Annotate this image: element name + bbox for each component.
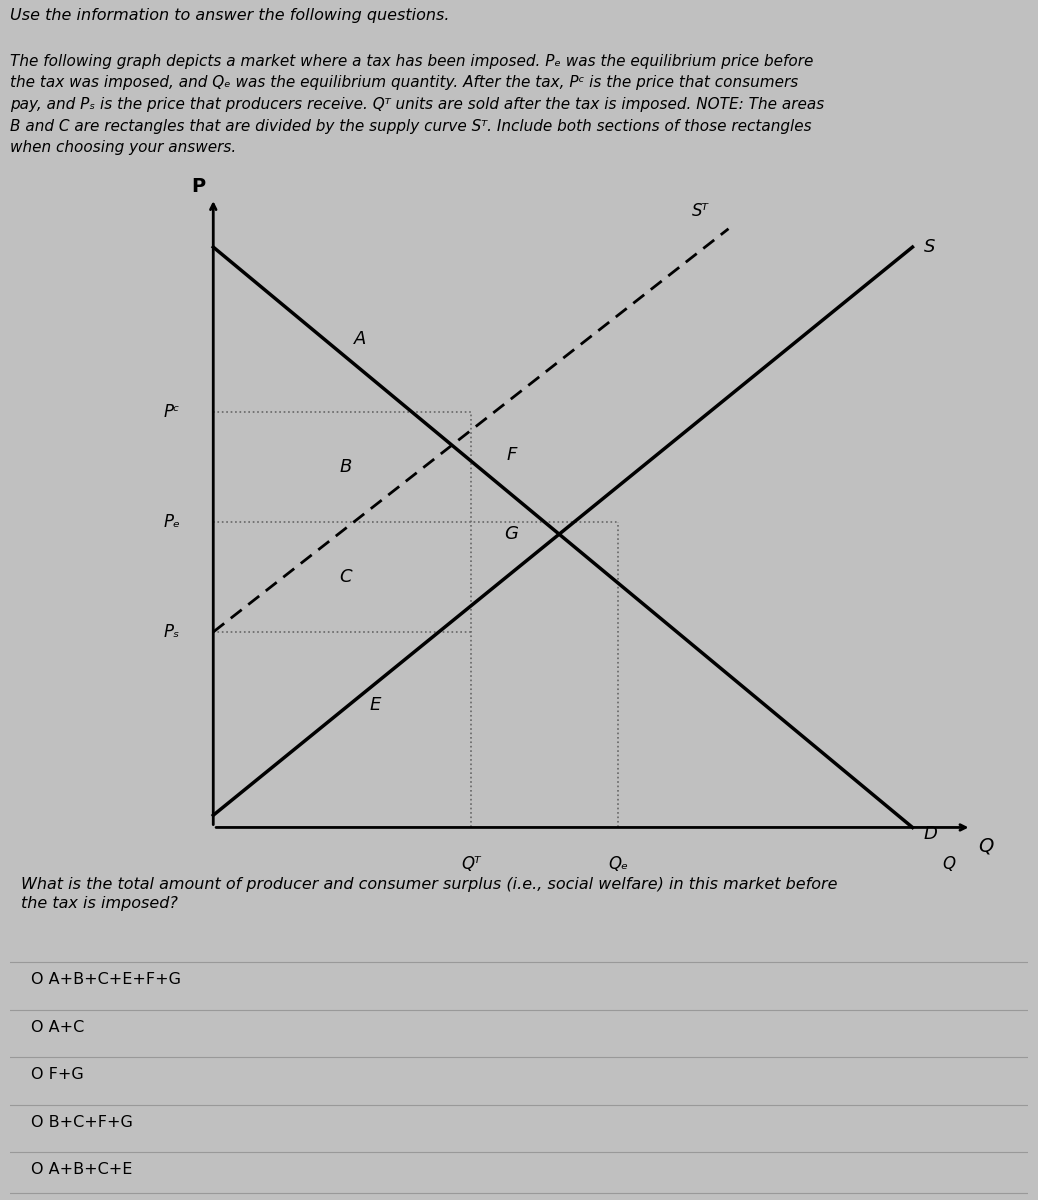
Text: The following graph depicts a market where a tax has been imposed. Pₑ was the eq: The following graph depicts a market whe… xyxy=(10,54,824,155)
Text: F: F xyxy=(507,446,517,464)
Text: E: E xyxy=(370,696,381,714)
Text: S: S xyxy=(924,238,935,256)
Text: Q: Q xyxy=(979,836,993,856)
Text: O A+C: O A+C xyxy=(31,1020,84,1034)
Text: Qᵀ: Qᵀ xyxy=(461,854,481,872)
Text: What is the total amount of producer and consumer surplus (i.e., social welfare): What is the total amount of producer and… xyxy=(21,876,837,912)
Text: Pᶜ: Pᶜ xyxy=(164,403,181,421)
Text: C: C xyxy=(339,568,352,586)
Text: O A+B+C+E: O A+B+C+E xyxy=(31,1163,132,1177)
Text: O B+C+F+G: O B+C+F+G xyxy=(31,1115,133,1130)
Text: O F+G: O F+G xyxy=(31,1067,83,1082)
Text: Q: Q xyxy=(943,854,956,872)
Text: Pₑ: Pₑ xyxy=(163,514,181,530)
Text: B: B xyxy=(339,458,352,476)
Text: Sᵀ: Sᵀ xyxy=(691,202,709,220)
Text: P: P xyxy=(191,176,206,196)
Text: O A+B+C+E+F+G: O A+B+C+E+F+G xyxy=(31,972,181,988)
Text: Use the information to answer the following questions.: Use the information to answer the follow… xyxy=(10,8,449,23)
Text: D: D xyxy=(924,824,937,842)
Text: G: G xyxy=(504,526,518,544)
Text: A: A xyxy=(354,330,366,348)
Text: Qₑ: Qₑ xyxy=(608,854,628,872)
Text: Pₛ: Pₛ xyxy=(164,623,181,641)
